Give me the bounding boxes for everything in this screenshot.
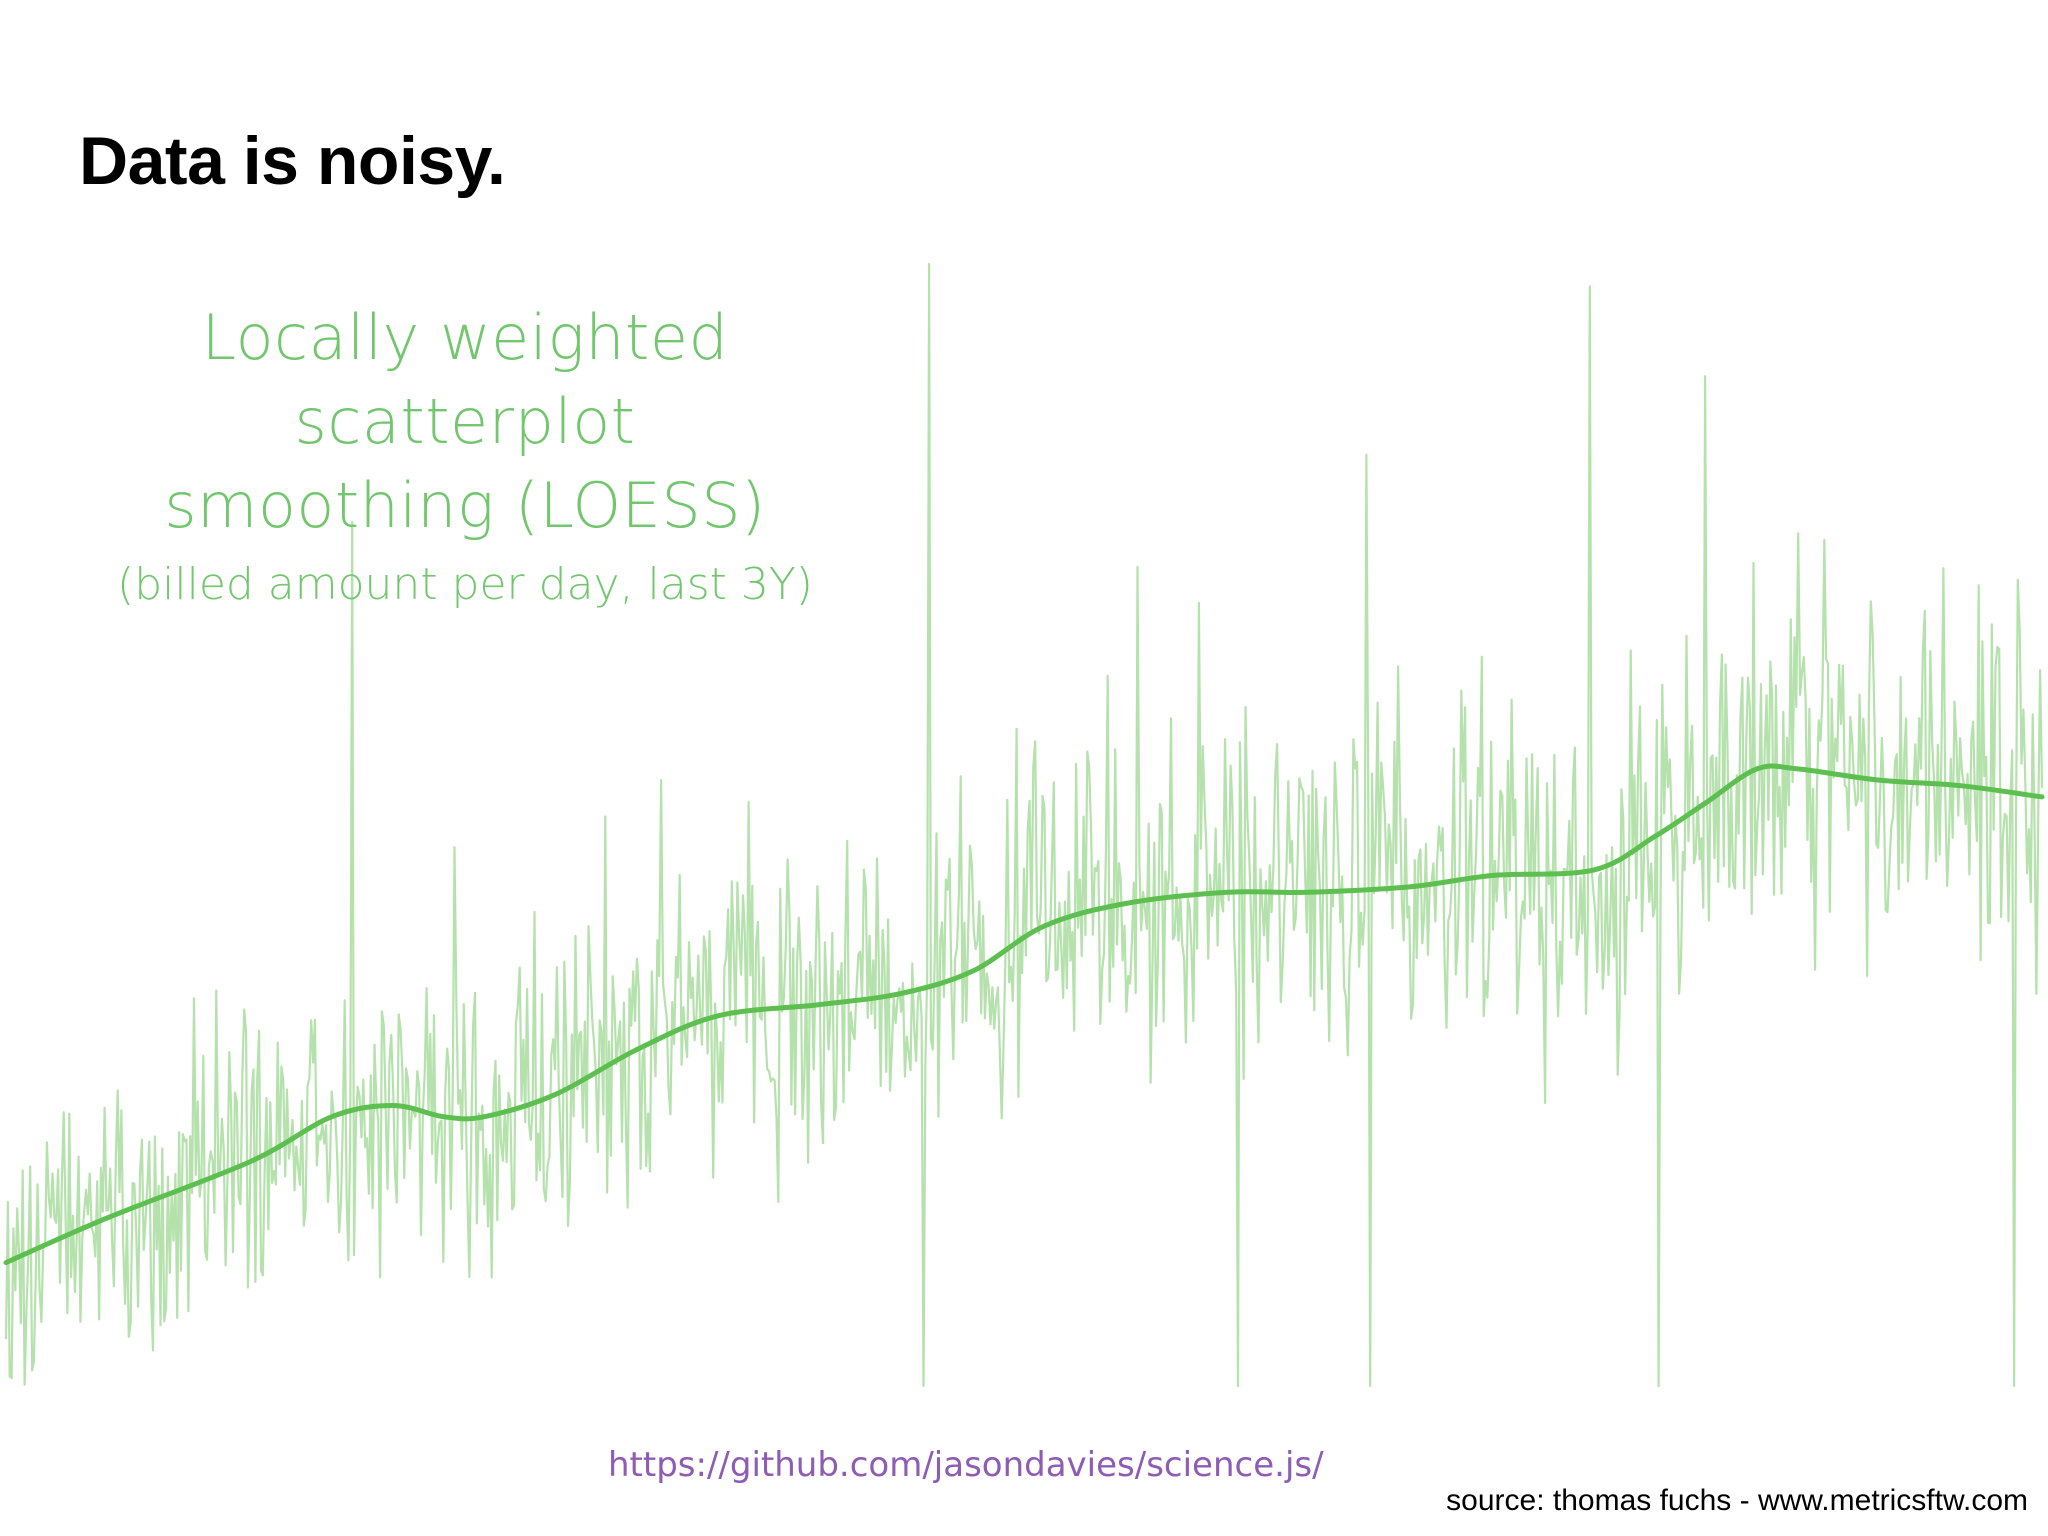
loess-series [3,763,2045,1266]
source-attribution: source: thomas fuchs - www.metricsftw.co… [1446,1484,2028,1517]
raw-series [4,262,2044,1388]
source-code-link[interactable]: https://github.com/jasondavies/science.j… [608,1445,1324,1485]
loess-chart: Locally weighted scatterplot smoothing (… [0,240,2048,1420]
chart-title-line-2: smoothing (LOESS) [164,469,766,542]
chart-plot [3,262,2045,1388]
raw-daily-line [4,262,2044,1388]
chart-title-line-1: Locally weighted scatterplot [201,301,729,458]
slide-title: Data is noisy. [79,123,506,199]
chart-heading: Locally weighted scatterplot smoothing (… [70,296,860,620]
chart-subtitle: (billed amount per day, last 3Y) [117,559,813,610]
loess-smoothed-line [3,763,2045,1266]
